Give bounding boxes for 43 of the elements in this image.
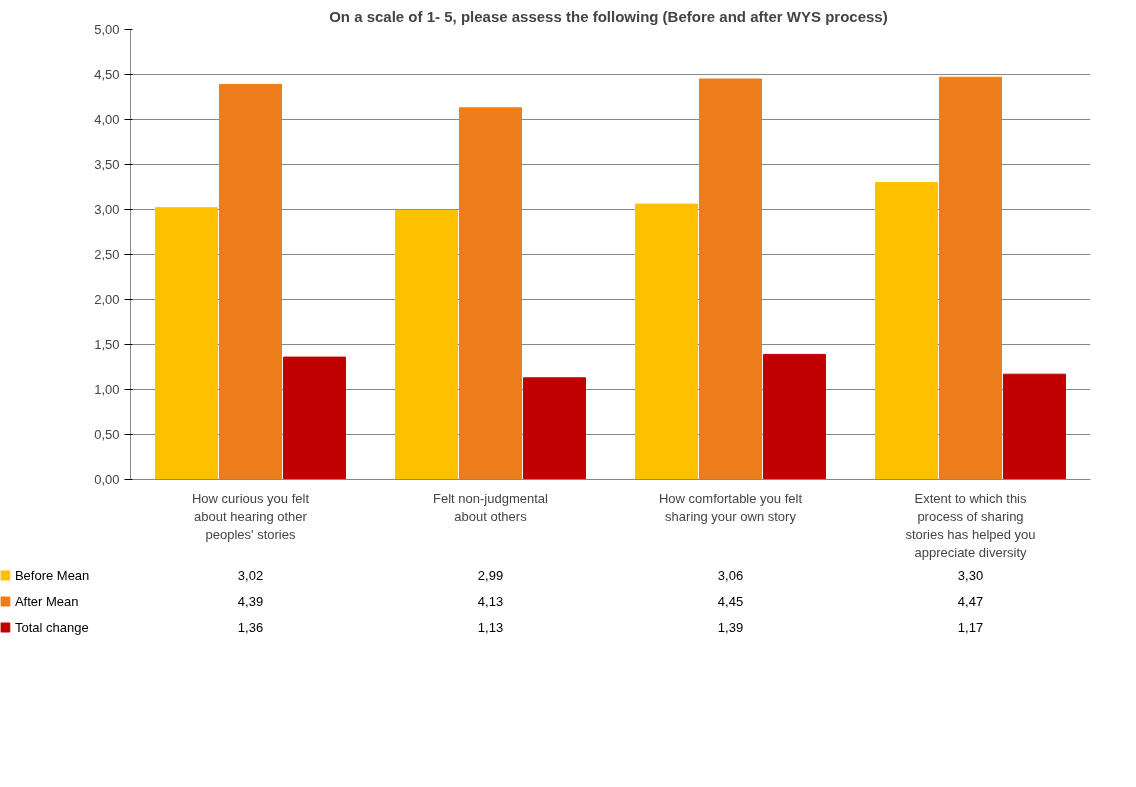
- data-label: 4,39: [237, 594, 264, 609]
- bar: [154, 207, 219, 480]
- data-label: 2,99: [477, 568, 504, 583]
- data-label: 4,45: [717, 594, 744, 609]
- y-tick-label: 4,00: [94, 112, 120, 127]
- data-label: 4,47: [957, 594, 984, 609]
- data-label: 3,02: [237, 568, 264, 583]
- bar: [874, 182, 939, 480]
- x-tick-label: Felt non-judgmental about others: [433, 490, 549, 524]
- data-label: 1,39: [717, 620, 744, 635]
- bar: [634, 203, 699, 480]
- x-tick-label: How comfortable you felt sharing your own story: [658, 490, 803, 524]
- bar: [1002, 373, 1067, 480]
- data-label: 1,36: [237, 620, 264, 635]
- x-tick-label: How curious you felt about hearing other peoples' stories: [191, 490, 310, 542]
- y-tick-label: 3,50: [94, 157, 120, 172]
- data-label: 3,06: [717, 568, 744, 583]
- data-label: 3,30: [957, 568, 984, 583]
- chart-title: On a scale of 1- 5, please assess the following (Before and after WYS process): [329, 7, 888, 25]
- bar: [762, 353, 827, 480]
- bar: [522, 377, 587, 480]
- x-tick-label: Extent to which this process of sharing stories has helped you appreciate diversity: [905, 490, 1036, 560]
- bar: [394, 209, 459, 480]
- bar: [938, 76, 1003, 480]
- y-tick-label: 5,00: [94, 22, 120, 37]
- legend-label: After Mean: [14, 594, 79, 609]
- y-tick-label: 0,50: [94, 427, 120, 442]
- y-tick-label: 2,00: [94, 292, 120, 307]
- bar: [458, 107, 523, 480]
- y-tick-label: 3,00: [94, 202, 120, 217]
- y-tick-label: 1,50: [94, 337, 120, 352]
- legend-label: Before Mean: [14, 568, 90, 583]
- data-label: 4,13: [477, 594, 504, 609]
- y-tick-label: 4,50: [94, 67, 120, 82]
- data-label: 1,13: [477, 620, 504, 635]
- bar: [282, 356, 347, 480]
- legend-label: Total change: [14, 620, 89, 635]
- y-tick-label: 1,00: [94, 382, 120, 397]
- data-label: 1,17: [957, 620, 984, 635]
- bar: [698, 78, 763, 480]
- y-tick-label: 2,50: [94, 247, 120, 262]
- y-tick-label: 0,00: [94, 472, 120, 487]
- bar: [218, 83, 283, 480]
